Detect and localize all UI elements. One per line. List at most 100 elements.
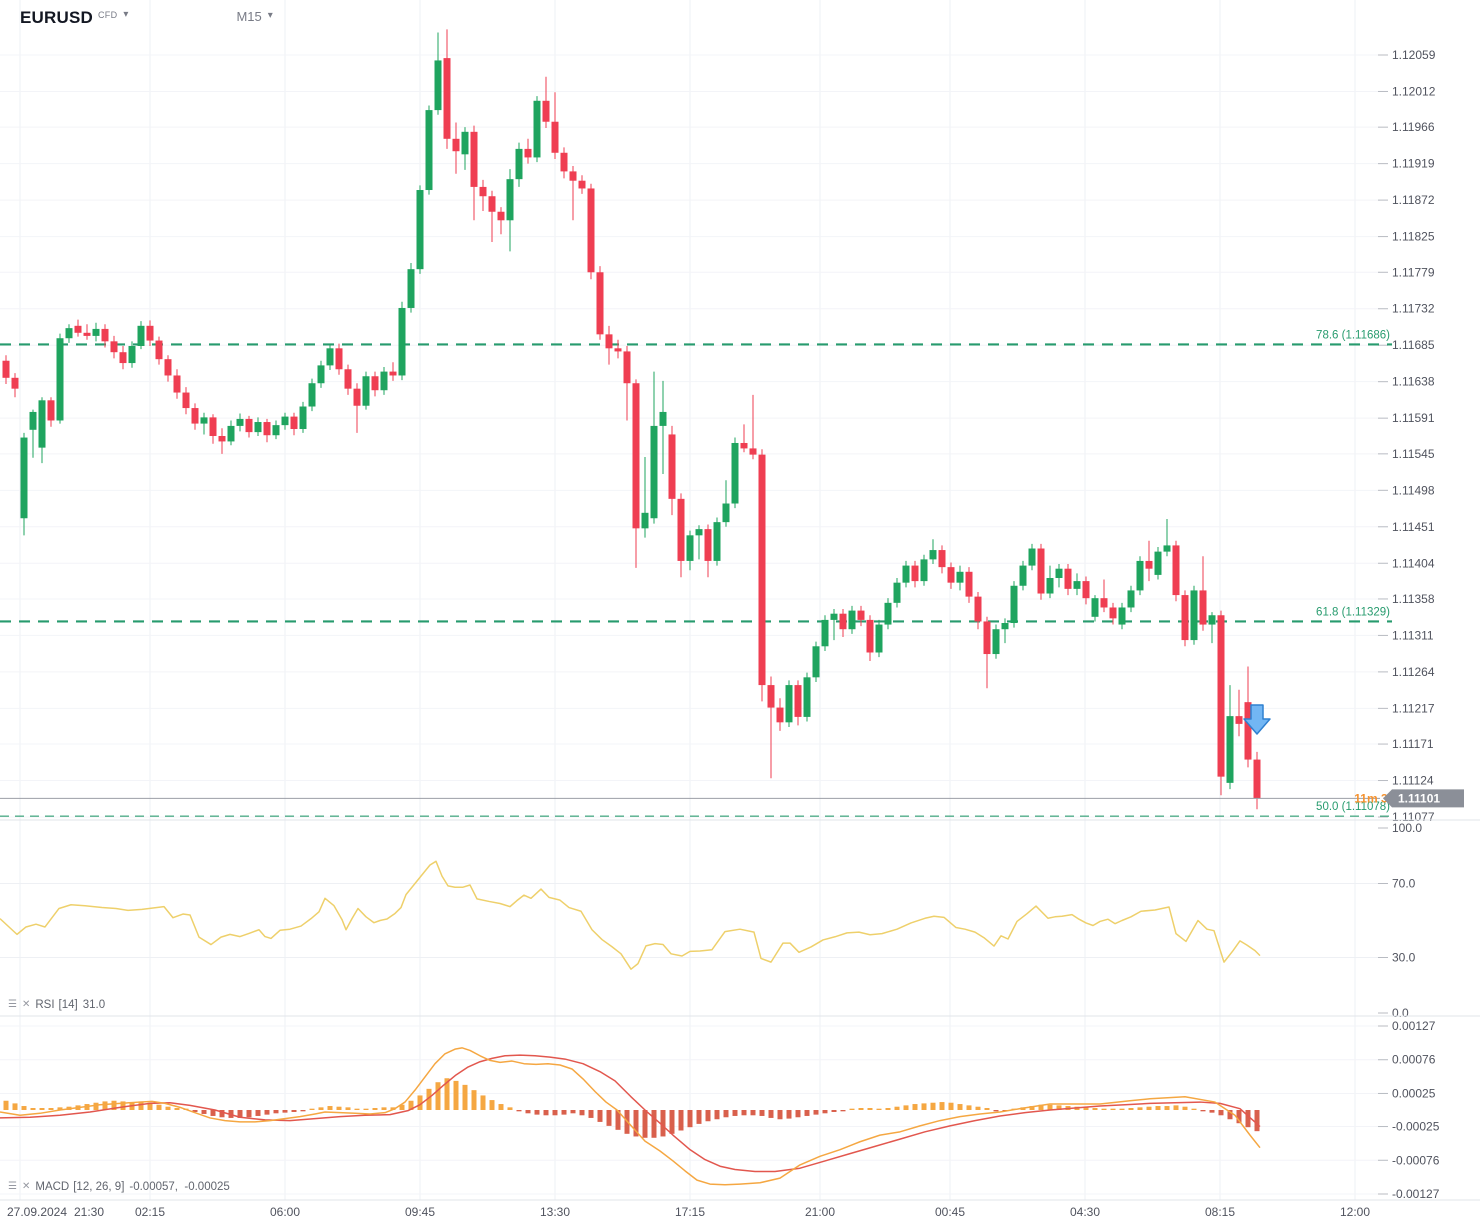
candlestick	[182, 392, 190, 409]
macd-histogram-bar	[435, 1082, 441, 1110]
timeframe-label: M15	[236, 9, 262, 24]
macd-histogram-bar	[39, 1108, 45, 1110]
price-tick-label: 1.11124	[1392, 774, 1434, 788]
candlestick	[74, 325, 82, 333]
macd-params: [12, 26, 9]	[73, 1181, 125, 1193]
candlestick	[488, 196, 496, 212]
macd-histogram-bar	[1056, 1105, 1062, 1110]
price-tick-label: 1.11545	[1392, 447, 1435, 461]
macd-histogram-bar	[291, 1110, 297, 1112]
macd-tick-label: 0.00076	[1392, 1053, 1436, 1067]
indicator-close-icon[interactable]: ✕	[21, 1181, 31, 1192]
candlestick	[110, 341, 118, 353]
macd-histogram-bar	[363, 1108, 369, 1110]
timeframe-selector[interactable]: M15 ▾	[236, 9, 272, 24]
candlestick	[506, 179, 514, 221]
candlestick	[929, 550, 937, 560]
macd-histogram-bar	[741, 1110, 747, 1116]
macd-histogram-bar	[597, 1110, 603, 1122]
candlestick	[1082, 581, 1090, 599]
macd-histogram-bar	[147, 1102, 153, 1110]
macd-histogram-bar	[1182, 1106, 1188, 1110]
macd-histogram-bar	[921, 1103, 927, 1110]
macd-histogram-bar	[507, 1107, 513, 1110]
candlestick	[20, 437, 28, 519]
candlestick	[695, 529, 703, 536]
candlestick	[164, 359, 172, 376]
macd-histogram-bar	[912, 1104, 918, 1110]
candlestick	[875, 624, 883, 653]
macd-histogram-bar	[489, 1100, 495, 1110]
candlestick	[335, 348, 343, 370]
macd-histogram-bar	[651, 1110, 657, 1138]
macd-histogram-bar	[840, 1110, 846, 1112]
macd-histogram-bar	[867, 1108, 873, 1110]
macd-histogram-bar	[381, 1107, 387, 1110]
candlestick	[1145, 560, 1153, 569]
macd-histogram-bar	[1218, 1110, 1224, 1116]
candlestick	[821, 619, 829, 647]
candlestick	[1208, 615, 1216, 625]
macd-histogram-bar	[1137, 1107, 1143, 1110]
macd-histogram-bar	[831, 1110, 837, 1112]
macd-histogram-bar	[453, 1080, 459, 1110]
candlestick	[1037, 548, 1045, 594]
macd-tick-label: 0.00025	[1392, 1086, 1436, 1100]
time-axis-label: 08:15	[1205, 1205, 1235, 1219]
indicator-settings-icon[interactable]: ☰	[8, 1181, 17, 1192]
macd-histogram-bar	[930, 1102, 936, 1110]
price-tick-label: 1.11872	[1392, 193, 1435, 207]
macd-histogram-bar	[975, 1106, 981, 1110]
macd-histogram-bar	[615, 1110, 621, 1130]
macd-histogram-bar	[1128, 1108, 1134, 1110]
macd-histogram-bar	[1173, 1105, 1179, 1110]
time-axis-label: 27.09.2024	[7, 1205, 67, 1219]
macd-histogram-bar	[264, 1110, 270, 1115]
candlestick	[326, 348, 334, 366]
macd-histogram-bar	[255, 1110, 261, 1116]
candlestick	[569, 171, 577, 181]
chart-header: EURUSD CFD ▾ M15 ▾	[20, 8, 273, 28]
indicator-settings-icon[interactable]: ☰	[8, 999, 17, 1010]
candlestick	[1127, 590, 1135, 608]
candlestick	[1244, 702, 1252, 760]
macd-tick-label: -0.00025	[1392, 1120, 1440, 1134]
macd-histogram-bar	[984, 1108, 990, 1110]
candlestick	[1235, 716, 1243, 724]
candlestick	[533, 100, 541, 158]
candlestick	[884, 602, 892, 625]
candlestick	[1100, 598, 1108, 608]
candlestick	[713, 522, 721, 561]
candlestick	[866, 619, 874, 653]
rsi-line	[0, 860, 1261, 970]
candlestick	[677, 498, 685, 561]
candlestick	[371, 376, 379, 391]
macd-histogram-bar	[354, 1108, 360, 1110]
candlestick	[578, 180, 586, 189]
macd-histogram-bar	[633, 1110, 639, 1137]
rsi-name: RSI	[35, 999, 55, 1011]
candlestick	[245, 418, 253, 433]
price-tick-label: 1.11358	[1392, 592, 1435, 606]
candlestick	[947, 567, 955, 583]
candlestick	[47, 400, 55, 421]
candlestick	[281, 416, 289, 426]
macd-histogram-bar	[786, 1110, 792, 1119]
price-tick-label: 1.11217	[1392, 701, 1435, 715]
rsi-legend: ☰ ✕ RSI [14] 31.0	[8, 999, 105, 1011]
symbol-selector[interactable]: EURUSD CFD ▾	[20, 8, 128, 28]
price-tick-label: 1.12012	[1392, 84, 1436, 98]
macd-histogram-bar	[894, 1106, 900, 1110]
indicator-close-icon[interactable]: ✕	[21, 999, 31, 1010]
candlestick	[497, 211, 505, 221]
candlestick	[614, 348, 622, 352]
macd-histogram-bar	[1083, 1107, 1089, 1110]
macd-histogram-bar	[606, 1110, 612, 1126]
macd-histogram-bar	[876, 1108, 882, 1110]
macd-histogram-bar	[138, 1101, 144, 1110]
macd-histogram-bar	[1227, 1110, 1233, 1120]
rsi-value: 31.0	[82, 999, 106, 1011]
macd-histogram-bar	[21, 1106, 27, 1110]
macd-histogram-bar	[1200, 1110, 1206, 1112]
